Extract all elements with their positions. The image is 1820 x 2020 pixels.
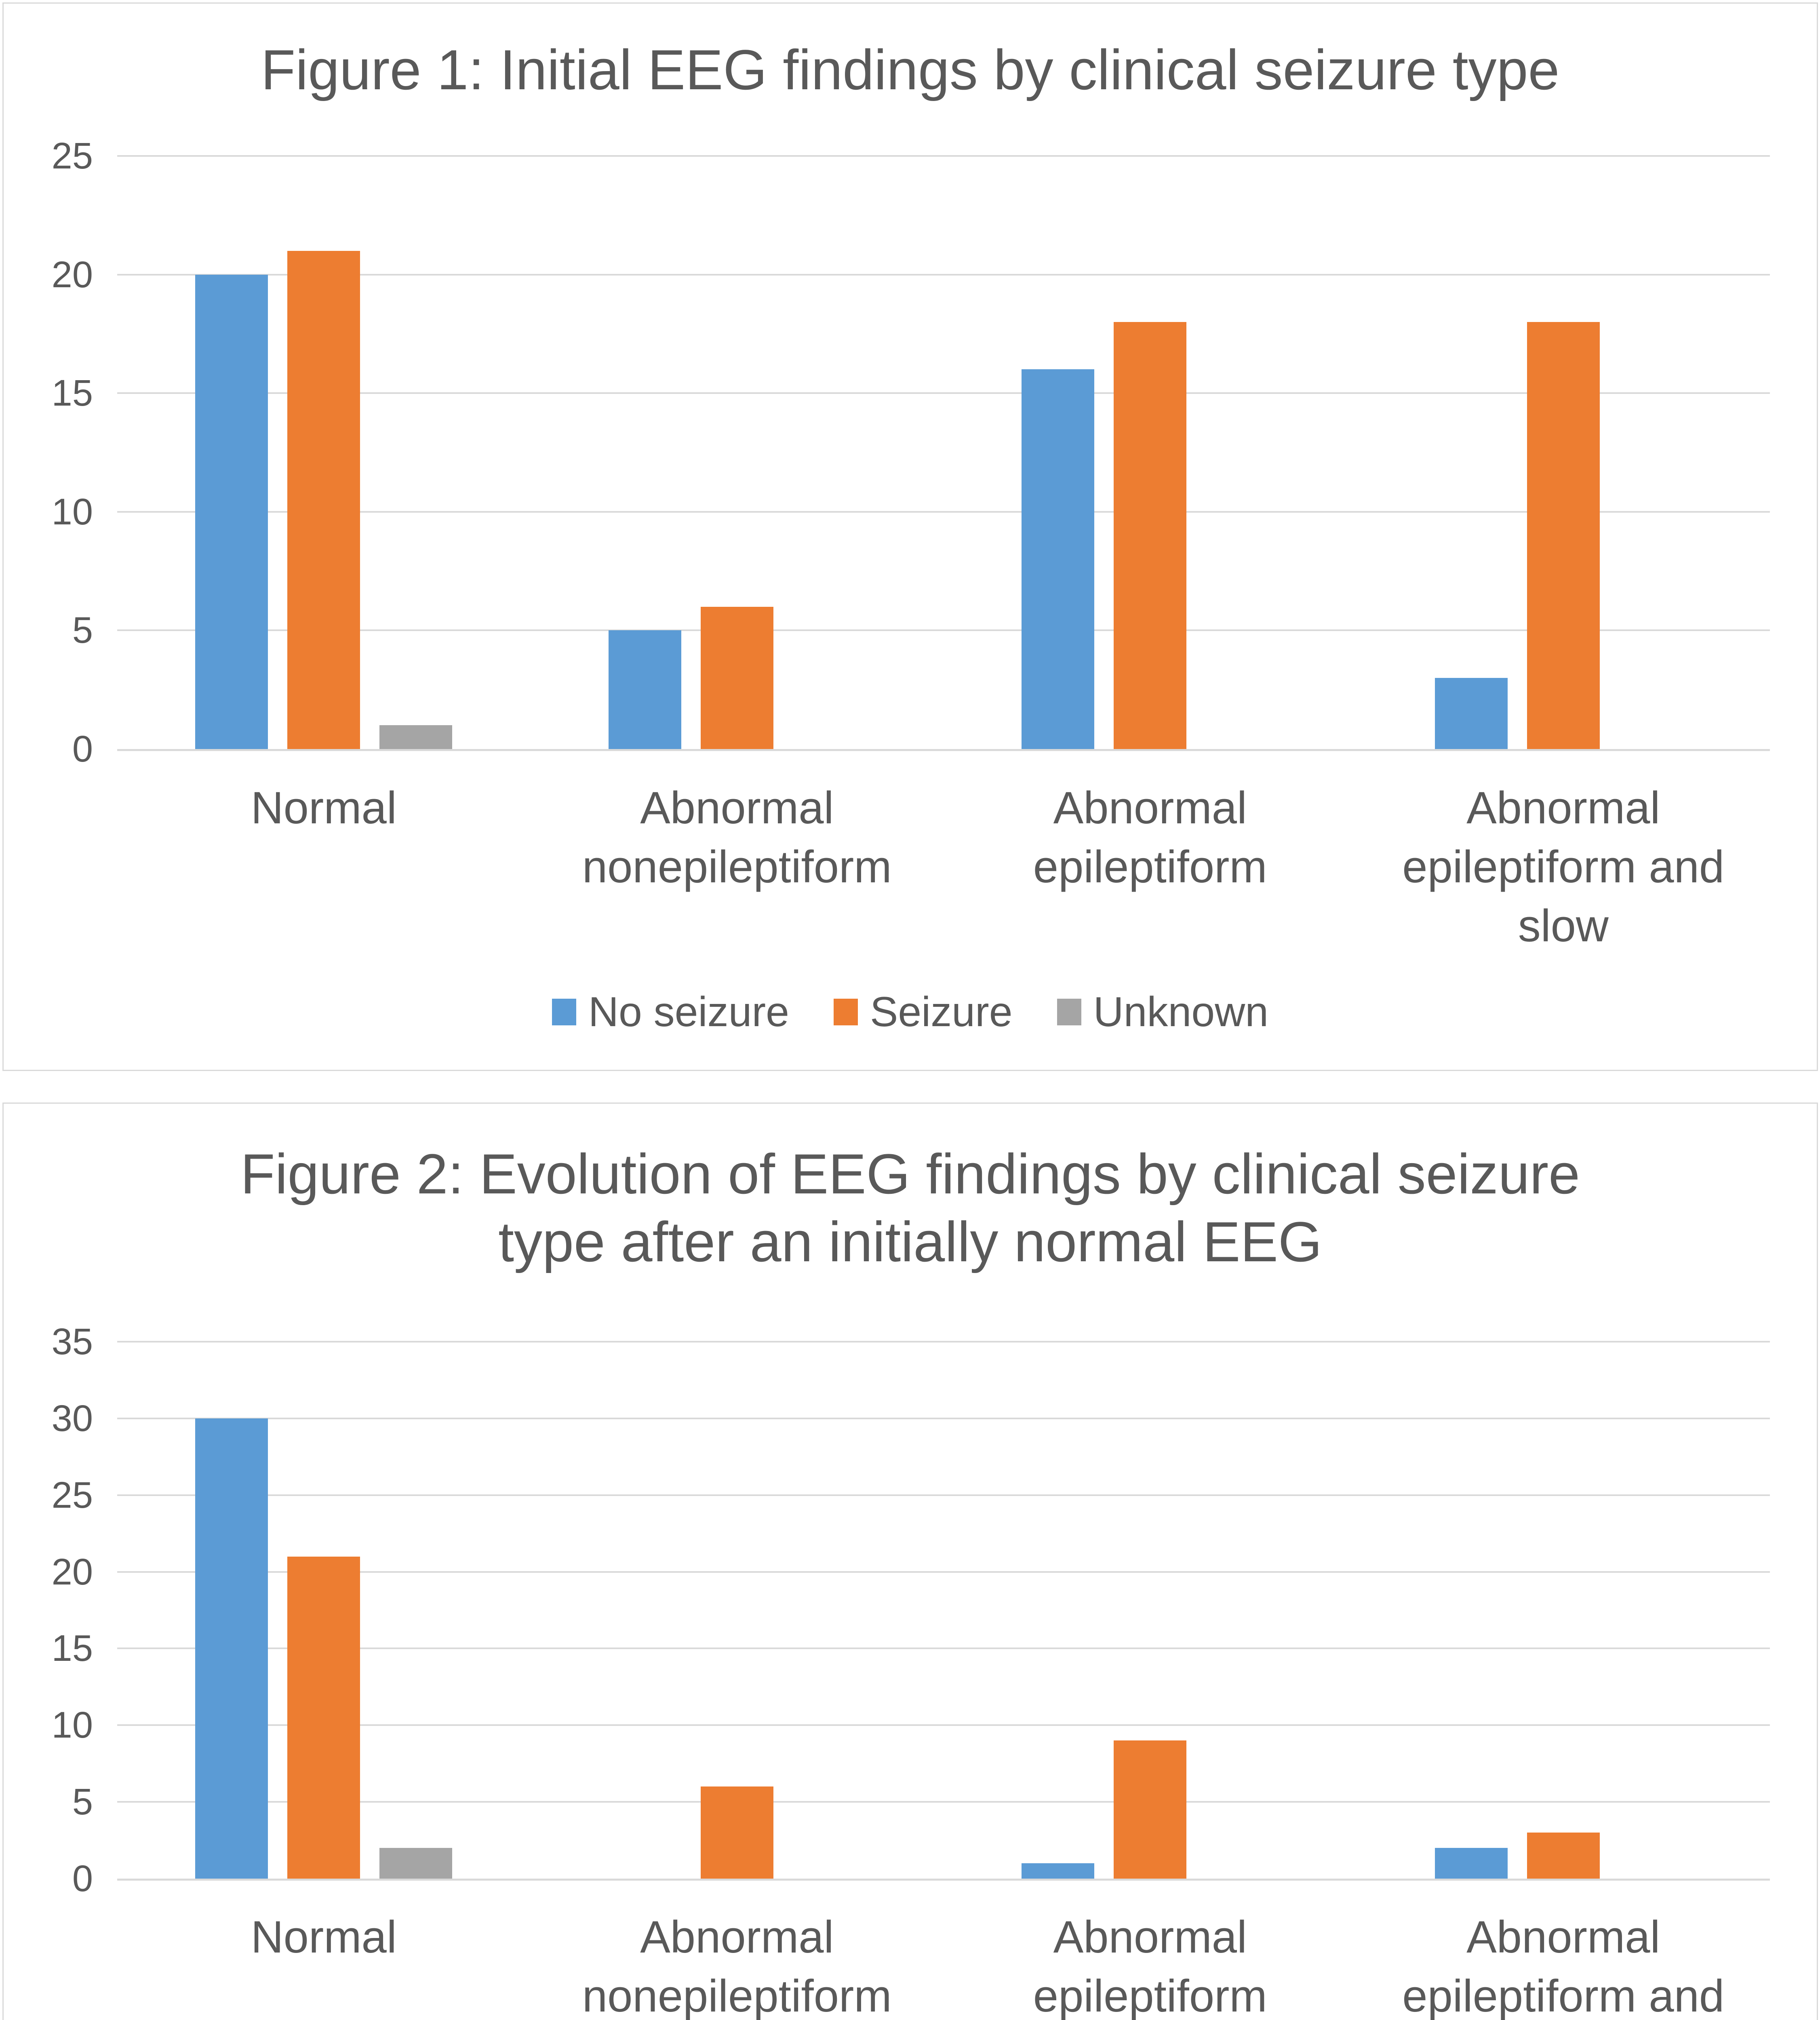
legend-label-no-seizure: No seizure (588, 989, 789, 1035)
figure2-title: Figure 2: Evolution of EEG findings by c… (240, 1142, 1580, 1273)
y-axis-tick-label: 5 (72, 1781, 93, 1823)
y-axis-tick-label: 20 (51, 254, 93, 295)
gridline (117, 1341, 1770, 1342)
gridline (117, 1571, 1770, 1573)
y-axis-tick-label: 0 (72, 1858, 93, 1899)
bar-no-seizure-normal (195, 274, 268, 749)
bar-no-seizure-abnormal-nonepileptiform (608, 630, 681, 749)
x-category-label-normal: Normal (251, 1912, 397, 1962)
y-axis-tick-label: 10 (51, 1704, 93, 1746)
figure2-panel: Figure 2: Evolution of EEG findings by c… (2, 1103, 1818, 2020)
bar-group-abnormal-epileptiform (944, 1342, 1357, 1879)
gridline (117, 1801, 1770, 1803)
gridline (117, 1724, 1770, 1726)
bar-no-seizure-abnormal-epileptiform-and-slow (1435, 678, 1508, 749)
bar-seizure-normal (287, 1556, 360, 1879)
x-category-label-abnormal-epileptiform: Abnormal epileptiform (1033, 783, 1267, 892)
x-category-label-normal: Normal (251, 783, 397, 833)
y-axis-tick-label: 25 (51, 135, 93, 177)
y-axis-tick-label: 20 (51, 1551, 93, 1593)
bar-group-abnormal-epileptiform (944, 156, 1357, 749)
plot-bars (117, 156, 1770, 749)
figure1-legend: No seizure Seizure Unknown (4, 988, 1817, 1036)
gridline (117, 629, 1770, 631)
figure1-plot-area: 0 5 10 15 20 25 (52, 137, 1770, 768)
bar-unknown-normal (379, 1848, 453, 1879)
bar-no-seizure-abnormal-epileptiform (1022, 369, 1095, 749)
y-axis-tick-label: 5 (72, 610, 93, 651)
bar-seizure-normal (287, 250, 360, 749)
bar-group-abnormal-nonepileptiform (531, 1342, 944, 1879)
bar-seizure-abnormal-epileptiform (1114, 322, 1187, 749)
gridline (117, 274, 1770, 276)
bar-unknown-normal (379, 725, 453, 749)
bar-seizure-abnormal-nonepileptiform (700, 606, 773, 749)
bar-seizure-abnormal-nonepileptiform (700, 1786, 773, 1879)
bar-group-normal (117, 156, 531, 749)
x-category-label-abnormal-epileptiform: Abnormal epileptiform (1033, 1912, 1267, 2020)
figure1-panel: Figure 1: Initial EEG findings by clinic… (2, 2, 1818, 1071)
bar-group-abnormal-epileptiform-and-slow (1357, 156, 1770, 749)
legend-label-seizure: Seizure (870, 989, 1013, 1035)
figure2-plot-area: 0 5 10 15 20 25 30 35 (52, 1323, 1770, 1897)
y-axis-tick-label: 30 (51, 1397, 93, 1439)
bar-no-seizure-normal (195, 1418, 268, 1879)
gridline (117, 1648, 1770, 1650)
legend-swatch-seizure (833, 999, 858, 1025)
legend-swatch-unknown (1057, 999, 1081, 1025)
bar-seizure-abnormal-epileptiform-and-slow (1527, 1833, 1600, 1879)
legend-label-unknown: Unknown (1093, 989, 1269, 1035)
x-category-label-abnormal-epileptiform-and-slow: Abnormal epileptiform and slow (1402, 783, 1725, 951)
y-axis-tick-label: 35 (51, 1321, 93, 1362)
y-axis-tick-label: 0 (72, 728, 93, 770)
bar-no-seizure-abnormal-epileptiform (1022, 1863, 1095, 1879)
figure1-x-axis-labels: Normal Abnormal nonepileptiform Abnormal e… (117, 779, 1770, 955)
gridline (117, 392, 1770, 394)
legend-item-unknown: Unknown (1057, 988, 1269, 1036)
bar-group-abnormal-nonepileptiform (531, 156, 944, 749)
x-category-label-abnormal-nonepileptiform: Abnormal nonepileptiform (582, 783, 892, 892)
bar-seizure-abnormal-epileptiform-and-slow (1527, 322, 1600, 749)
legend-swatch-no-seizure (552, 999, 576, 1025)
legend-item-seizure: Seizure (833, 988, 1013, 1036)
figure1-title: Figure 1: Initial EEG findings by clinic… (261, 38, 1560, 101)
bar-seizure-abnormal-epileptiform (1114, 1740, 1187, 1879)
plot-bars (117, 1342, 1770, 1879)
x-category-label-abnormal-nonepileptiform: Abnormal nonepileptiform (582, 1912, 892, 2020)
y-axis-tick-label: 15 (51, 1628, 93, 1669)
bar-group-normal (117, 1342, 531, 1879)
gridline (117, 511, 1770, 513)
gridline (117, 1494, 1770, 1496)
gridline (117, 1417, 1770, 1419)
figure2-x-axis-labels: Normal Abnormal nonepileptiform Abnormal e… (117, 1908, 1770, 2020)
gridline (117, 155, 1770, 157)
y-axis-tick-label: 25 (51, 1474, 93, 1516)
x-category-label-abnormal-epileptiform-and-slow: Abnormal epileptiform and slow (1402, 1912, 1725, 2020)
bar-group-abnormal-epileptiform-and-slow (1357, 1342, 1770, 1879)
bar-no-seizure-abnormal-epileptiform-and-slow (1435, 1848, 1508, 1879)
legend-item-no-seizure: No seizure (552, 988, 789, 1036)
y-axis-tick-label: 15 (51, 372, 93, 414)
y-axis-tick-label: 10 (51, 491, 93, 532)
